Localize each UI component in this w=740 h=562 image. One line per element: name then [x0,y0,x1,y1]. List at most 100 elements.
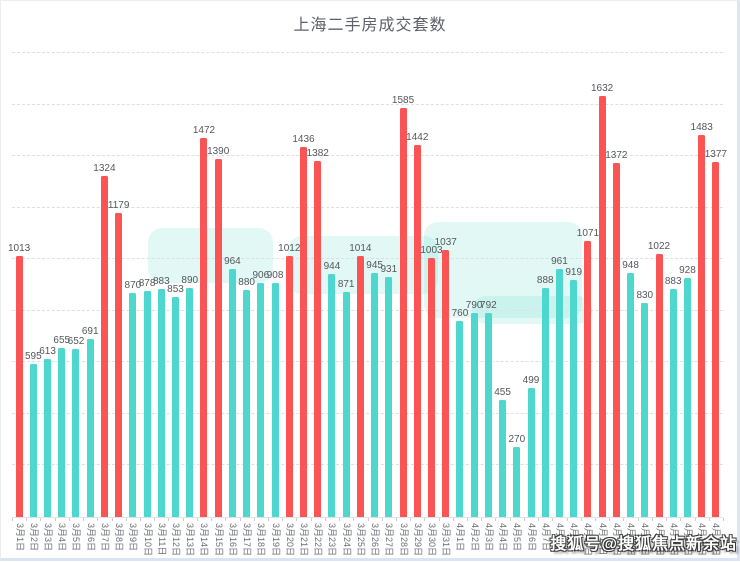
axis-tick [267,518,269,521]
bar[interactable] [541,288,549,517]
bar[interactable] [115,213,123,517]
bar-value-label: 883 [152,276,170,288]
bar[interactable] [527,388,535,517]
bar[interactable] [243,290,251,517]
x-axis-label: 3月20日 [284,523,295,557]
bar[interactable] [58,348,66,517]
bar[interactable] [29,363,37,517]
x-axis: 3月1日 3月2日 3月3日 3月4日 3月5日 3月6日 3月7日 3月8日 3月9日 3月10… [12,517,724,562]
bar[interactable] [129,292,137,517]
x-axis-label: 3月5日 [71,523,82,552]
x-axis-label: 3月1日 [14,523,25,552]
bar-value-label: 1014 [349,242,372,254]
x-axis-label: 3月6日 [85,523,96,552]
bar[interactable] [100,175,108,517]
bar[interactable] [584,240,592,517]
x-axis-label: 3月23日 [327,523,338,557]
bar[interactable] [555,269,563,517]
bar[interactable] [44,358,52,517]
axis-tick [125,518,127,521]
bar[interactable] [271,282,279,517]
bar[interactable] [314,160,322,517]
axis-tick [623,518,625,521]
bar[interactable] [356,255,364,517]
x-axis-label: 3月15日 [213,523,224,557]
bar[interactable] [683,277,691,517]
axis-tick [168,518,170,521]
bar[interactable] [641,303,649,517]
x-axis-label: 3月30日 [426,523,437,557]
axis-tick [680,518,682,521]
bar-value-label: 1483 [690,121,713,133]
axis-tick [225,518,227,521]
axis-tick [495,518,497,521]
gridline [12,412,723,414]
bar[interactable] [143,290,151,517]
bar[interactable] [456,321,464,517]
bar[interactable] [399,108,407,517]
bar-value-label: 1012 [278,243,301,255]
x-axis-label: 3月13日 [185,523,196,557]
axis-tick [324,518,326,521]
bar[interactable] [72,348,80,517]
bar[interactable] [499,399,507,517]
bar[interactable] [186,287,194,517]
bar[interactable] [612,163,620,517]
bar[interactable] [470,313,478,517]
bar[interactable] [570,280,578,517]
gridline [12,258,723,260]
bar[interactable] [228,268,236,517]
gridline [12,52,723,53]
bar-value-label: 691 [81,325,99,337]
bar-value-label: 931 [380,264,398,276]
bar[interactable] [627,272,635,517]
bar[interactable] [172,297,180,517]
bar-value-label: 871 [337,279,355,291]
bar-value-label: 1377 [704,149,727,161]
bar[interactable] [285,256,293,517]
bar[interactable] [698,134,706,517]
bar[interactable] [385,277,393,517]
bar-value-label: 964 [224,255,241,267]
bar-value-label: 1003 [420,245,443,257]
bar-value-label: 499 [522,375,540,387]
bar[interactable] [15,255,23,517]
axis-tick [339,518,341,521]
axis-tick [182,518,184,521]
bar-value-label: 595 [24,350,42,362]
bar[interactable] [342,292,350,517]
gridline [12,309,723,311]
x-axis-label: 4月6日 [526,523,537,552]
bar-value-label: 792 [480,299,497,311]
bar[interactable] [200,137,208,517]
x-axis-label: 3月12日 [171,523,182,557]
axis-tick [637,518,639,521]
axis-tick [509,518,511,521]
bar-value-label: 270 [508,434,526,446]
bar[interactable] [598,96,606,517]
x-axis-label: 3月3日 [43,523,54,552]
x-axis-label: 4月1日 [455,523,466,552]
background-watermark [424,222,582,318]
bar[interactable] [427,258,435,517]
bar[interactable] [371,273,379,517]
bar[interactable] [484,312,492,517]
gridline [12,464,723,466]
bar[interactable] [214,158,222,517]
bar-value-label: 1013 [7,242,31,254]
bar[interactable] [655,253,663,517]
bar[interactable] [712,162,720,517]
bar[interactable] [257,283,265,517]
x-axis-label: 4月7日 [540,523,551,552]
bar[interactable] [300,146,307,517]
bar-value-label: 1179 [107,200,130,212]
bar[interactable] [86,338,94,517]
bar[interactable] [442,249,450,517]
axis-tick [367,518,369,521]
bar[interactable] [157,289,165,517]
bar[interactable] [413,145,421,517]
bar[interactable] [328,273,336,517]
bar[interactable] [669,289,677,517]
bar[interactable] [513,447,521,517]
